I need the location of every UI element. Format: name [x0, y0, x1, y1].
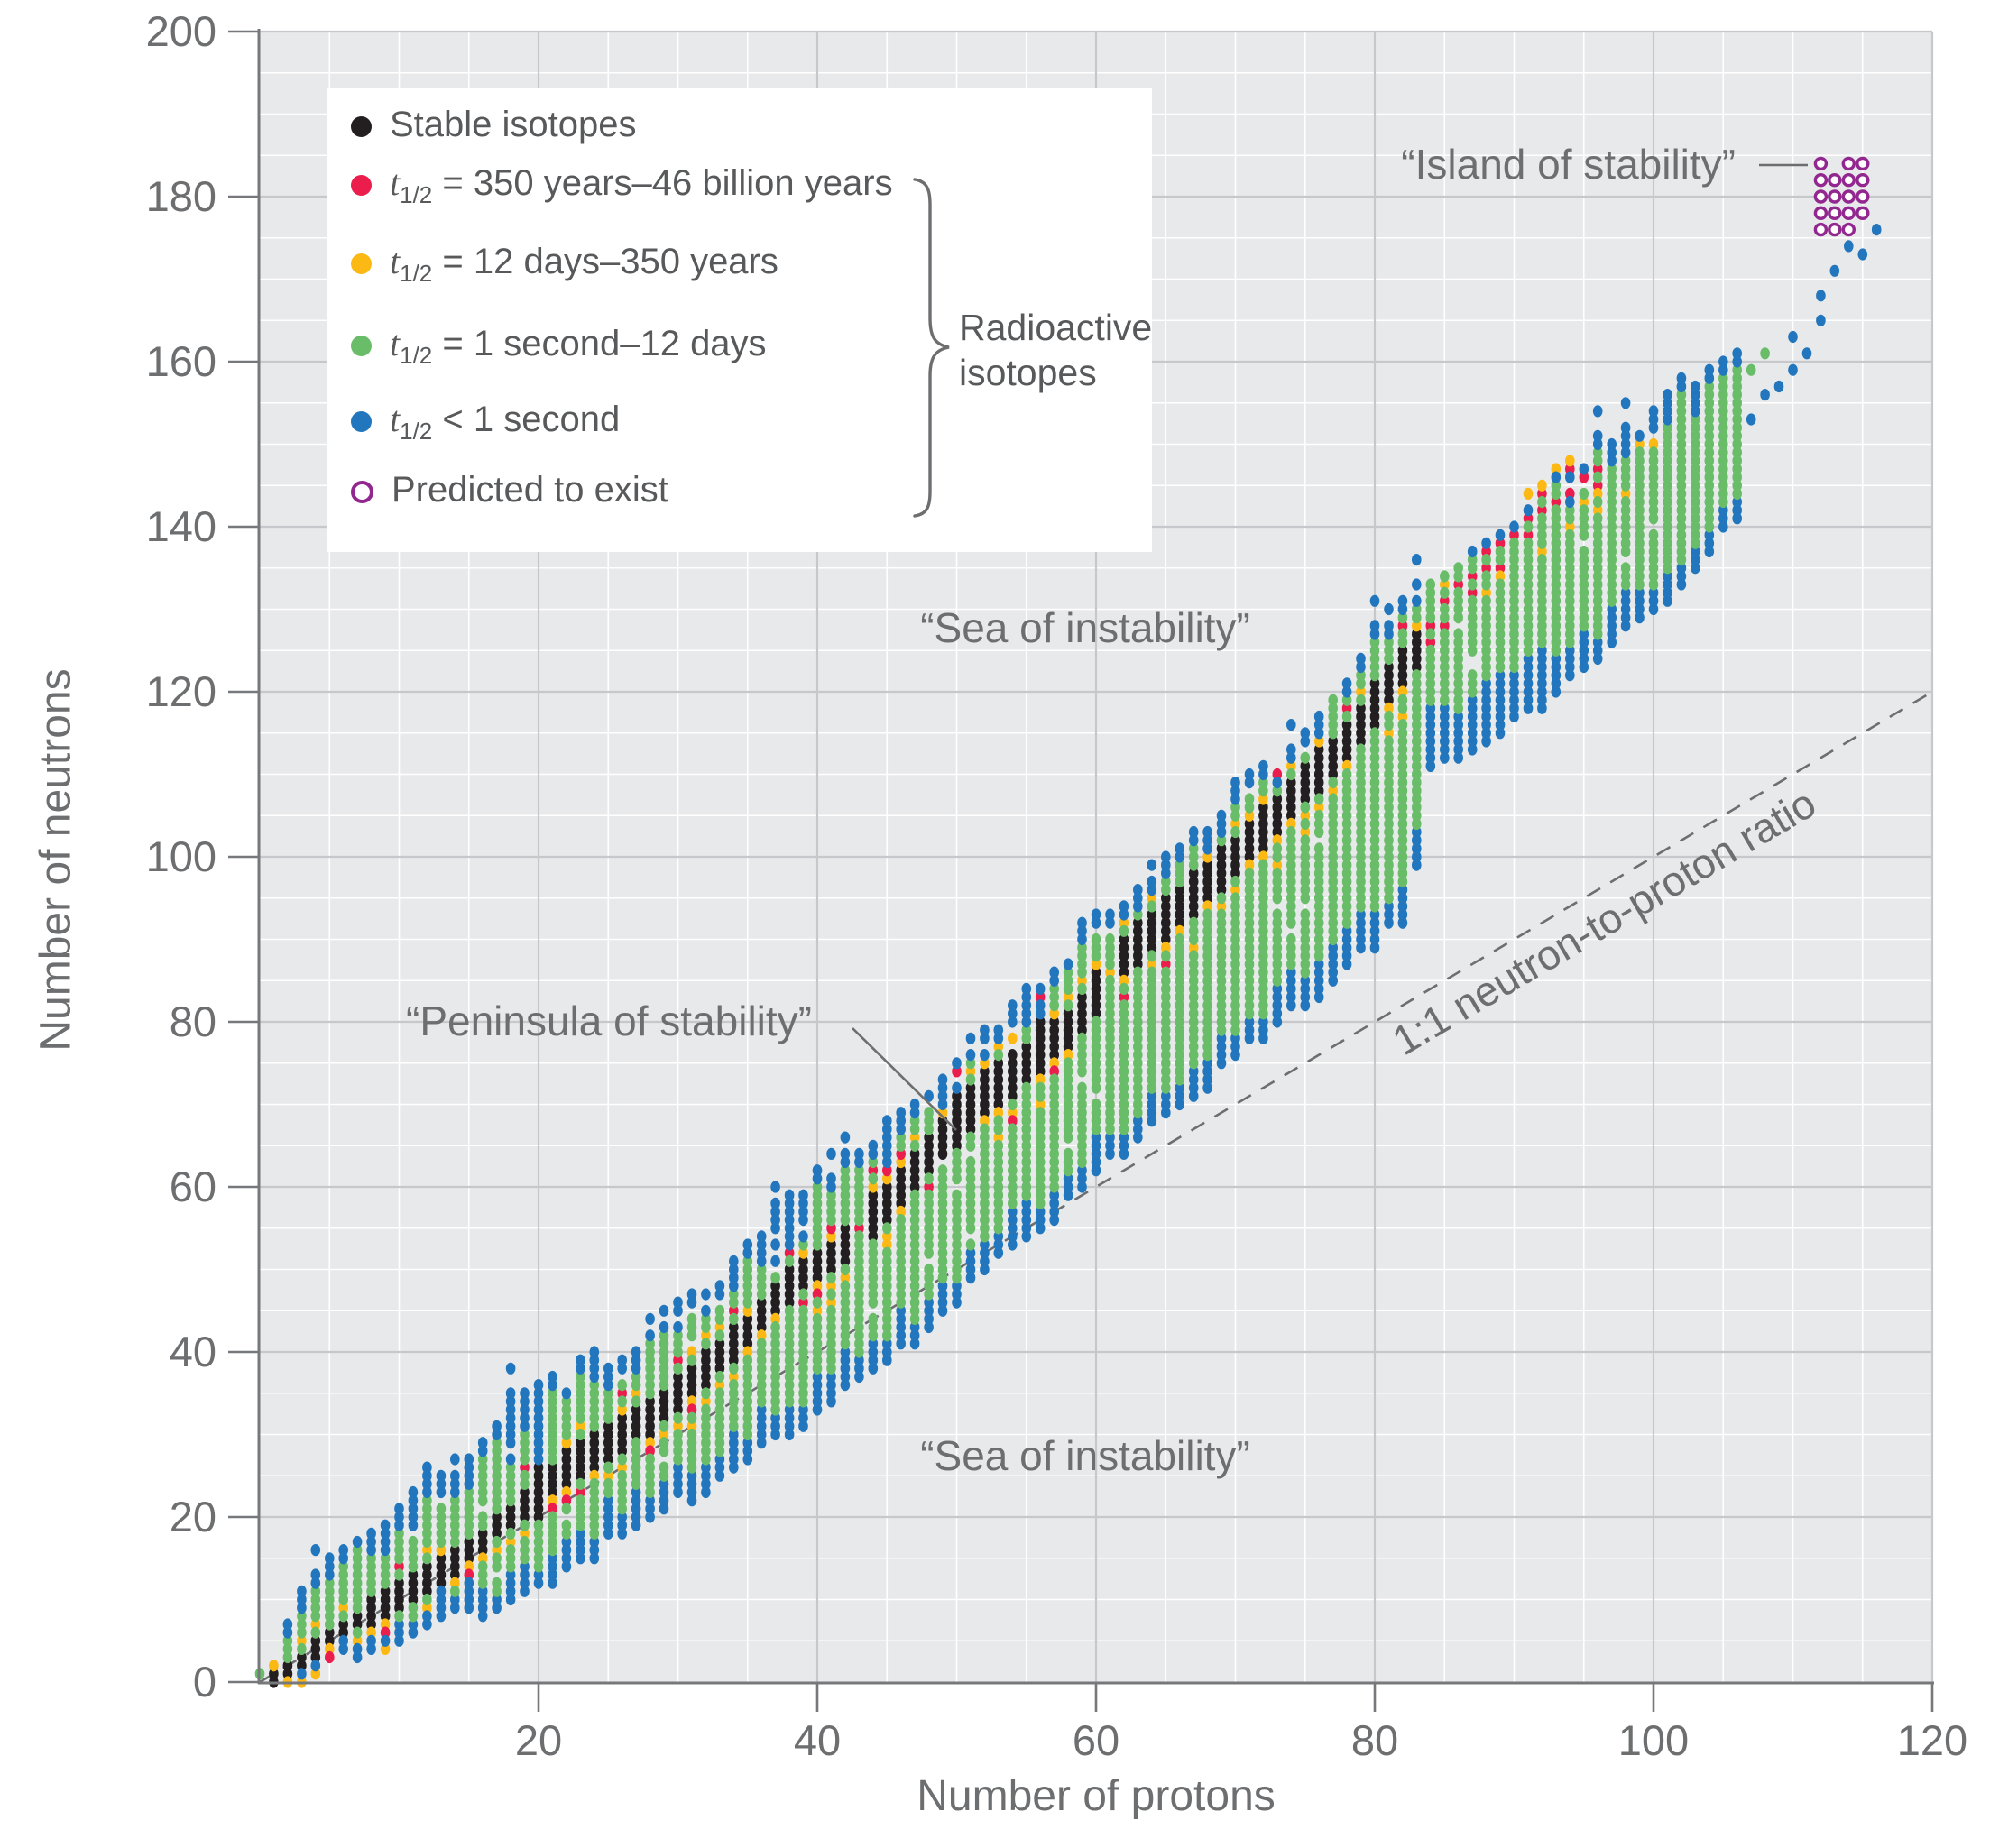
- y-tick-label: 40: [169, 1328, 217, 1375]
- x-tick-label: 100: [1617, 1716, 1690, 1764]
- island-of-stability-rings: [1813, 156, 1870, 237]
- legend-item-predicted: Predicted to exist: [327, 469, 668, 514]
- red-dot-icon: [351, 174, 372, 196]
- legend-item-stable: Stable isotopes: [327, 104, 637, 149]
- predicted-ring-icon: [351, 480, 373, 503]
- y-tick-label: 120: [145, 667, 217, 715]
- annotation-sea-of-instability-bottom: “Sea of instability”: [920, 1432, 1250, 1479]
- legend-label: Stable isotopes: [390, 104, 637, 144]
- legend-item-halflife-blue: t1/2 < 1 second: [327, 399, 621, 445]
- isotope-dots: [254, 224, 1882, 1688]
- y-axis-title: Number of neutrons: [32, 668, 80, 1052]
- legend-label: Predicted to exist: [392, 469, 668, 510]
- y-tick-label: 0: [192, 1658, 217, 1705]
- y-tick-label: 80: [169, 998, 217, 1045]
- x-tick-label: 80: [1350, 1716, 1399, 1764]
- radioactive-group-brace: [913, 178, 950, 518]
- x-tick-label: 60: [1072, 1716, 1120, 1764]
- annotation-pointer-lines: [852, 163, 1808, 1131]
- y-tick-label: 60: [169, 1163, 217, 1210]
- y-tick-label: 20: [169, 1493, 217, 1540]
- legend: Stable isotopes t1/2 = 350 years–46 bill…: [327, 88, 1152, 552]
- green-dot-icon: [351, 335, 372, 356]
- y-tick-label: 140: [145, 502, 217, 550]
- legend-item-halflife-green: t1/2 = 1 second–12 days: [327, 323, 767, 369]
- y-tick-label: 160: [145, 337, 217, 385]
- axis-spines-and-ticks: [228, 29, 1934, 1712]
- radioactive-group-label: Radioactive isotopes: [959, 307, 1153, 393]
- legend-label: = 1 second–12 days: [432, 323, 767, 363]
- x-tick-label: 20: [514, 1716, 563, 1764]
- annotation-sea-of-instability-top: “Sea of instability”: [920, 604, 1250, 651]
- annotation-peninsula-of-stability: “Peninsula of stability”: [406, 998, 812, 1044]
- legend-item-halflife-yellow: t1/2 = 12 days–350 years: [327, 241, 778, 287]
- legend-label: = 12 days–350 years: [432, 241, 778, 281]
- x-tick-label: 120: [1896, 1716, 1968, 1764]
- x-axis-title: Number of protons: [917, 1772, 1276, 1820]
- legend-label: < 1 second: [432, 399, 621, 439]
- y-tick-label: 200: [145, 7, 217, 55]
- annotation-island-of-stability: “Island of stability”: [1401, 141, 1736, 188]
- y-tick-label: 180: [145, 172, 217, 220]
- yellow-dot-icon: [351, 253, 372, 274]
- x-tick-label: 40: [793, 1716, 842, 1764]
- blue-dot-icon: [351, 410, 372, 432]
- stable-dot-icon: [351, 115, 372, 137]
- legend-item-halflife-red: t1/2 = 350 years–46 billion years: [327, 162, 893, 208]
- y-tick-label: 100: [145, 832, 217, 880]
- legend-label: = 350 years–46 billion years: [432, 162, 893, 203]
